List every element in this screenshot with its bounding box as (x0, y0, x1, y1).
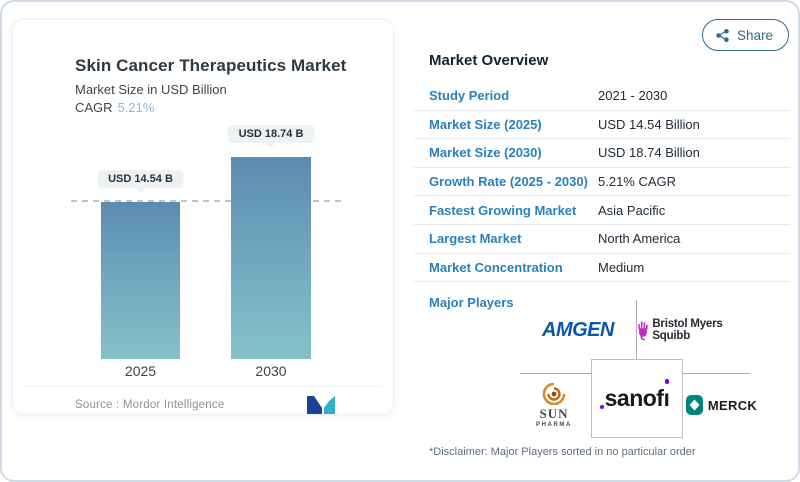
table-row-largest-market: Largest Market North America (414, 225, 790, 254)
bar-group-2025: USD 14.54 B 2025 (97, 134, 184, 379)
amgen-logo: AMGEN (520, 300, 636, 360)
row-value: USD 18.74 Billion (598, 145, 700, 161)
disclaimer-text: *Disclaimer: Major Players sorted in no … (429, 446, 696, 458)
merck-logo: MERCK (682, 376, 760, 434)
badge-pointer (135, 188, 146, 193)
row-label: Largest Market (429, 231, 522, 247)
row-label: Market Concentration (429, 259, 563, 275)
row-value: 5.21% CAGR (598, 174, 677, 190)
cagr-value: 5.21% (117, 100, 155, 115)
sun-pharma-logo: SUN PHARMA (517, 376, 591, 434)
table-row-fastest-growing-market: Fastest Growing Market Asia Pacific (414, 196, 790, 225)
bar-value-badge: USD 14.54 B (97, 170, 184, 188)
bar-label-2025-wrap: USD 14.54 B (97, 169, 184, 193)
share-button[interactable]: Share (702, 19, 790, 51)
chart-subtitle: Market Size in USD Billion (75, 82, 227, 97)
row-value: Medium (598, 259, 645, 275)
bar-label-2030-wrap: USD 18.74 B (227, 124, 315, 148)
x-axis-label-2025: 2025 (124, 363, 157, 379)
source-row: Source : Mordor Intelligence (75, 392, 335, 418)
cagr-label: CAGR (75, 100, 113, 115)
bms-logo-text: Bristol Myers Squibb (652, 318, 723, 342)
bar-2030[interactable] (231, 157, 311, 359)
bar-2025[interactable] (101, 202, 180, 359)
table-row-market-size-2025: Market Size (2025) USD 14.54 Billion (414, 111, 790, 140)
chart-header: Skin Cancer Therapeutics Market Market S… (75, 56, 346, 115)
merck-diamond-icon (685, 393, 703, 417)
reference-dashed-line (71, 200, 341, 202)
bristol-myers-squibb-logo: Bristol Myers Squibb (637, 300, 757, 360)
mordor-intelligence-logo-icon (307, 396, 335, 414)
market-overview-table: Study Period 2021 - 2030 Market Size (20… (414, 82, 790, 283)
sanofi-purple-dot-icon (599, 404, 605, 409)
x-axis-label-2030: 2030 (255, 363, 287, 379)
row-value: North America (598, 231, 681, 247)
share-button-label: Share (737, 27, 774, 43)
row-value: Asia Pacific (598, 202, 666, 218)
sun-pharma-text: SUN (539, 405, 569, 421)
major-players-label: Major Players (429, 295, 514, 310)
sun-pharma-swirl-icon (542, 382, 566, 405)
row-label: Study Period (429, 88, 510, 104)
source-divider (23, 386, 383, 387)
table-row-study-period: Study Period 2021 - 2030 (414, 82, 790, 111)
table-row-market-concentration: Market Concentration Medium (414, 254, 790, 283)
table-row-market-size-2030: Market Size (2030) USD 18.74 Billion (414, 139, 790, 168)
bar-value-badge: USD 18.74 B (227, 125, 315, 143)
row-label: Market Size (2030) (429, 145, 542, 161)
merck-logo-text: MERCK (707, 397, 758, 413)
bms-hand-icon (638, 320, 648, 340)
chart-cagr-line: CAGR 5.21% (75, 100, 346, 115)
bar-group-2030: USD 18.74 B 2030 (227, 125, 315, 379)
sanofi-logo: sanofı (599, 379, 670, 410)
share-icon (716, 28, 729, 42)
row-label: Growth Rate (2025 - 2030) (429, 174, 588, 190)
row-value: USD 14.54 Billion (598, 116, 700, 132)
sun-pharma-subtext: PHARMA (536, 421, 572, 428)
row-label: Fastest Growing Market (429, 202, 577, 218)
row-value: 2021 - 2030 (598, 88, 668, 104)
table-row-growth-rate: Growth Rate (2025 - 2030) 5.21% CAGR (414, 168, 790, 197)
row-label: Market Size (2025) (429, 116, 542, 132)
badge-pointer (266, 143, 276, 148)
amgen-logo-text: AMGEN (542, 318, 614, 341)
sanofi-logo-box: sanofı (591, 359, 683, 438)
chart-title: Skin Cancer Therapeutics Market (75, 56, 347, 75)
players-vertical-divider (636, 300, 637, 360)
market-chart-card: Skin Cancer Therapeutics Market Market S… (12, 19, 394, 415)
source-text: Source : Mordor Intelligence (75, 399, 225, 411)
market-overview-title: Market Overview (429, 52, 549, 69)
sanofi-logo-text: sanofı (605, 379, 670, 410)
sanofi-i-dot-icon (664, 379, 670, 384)
